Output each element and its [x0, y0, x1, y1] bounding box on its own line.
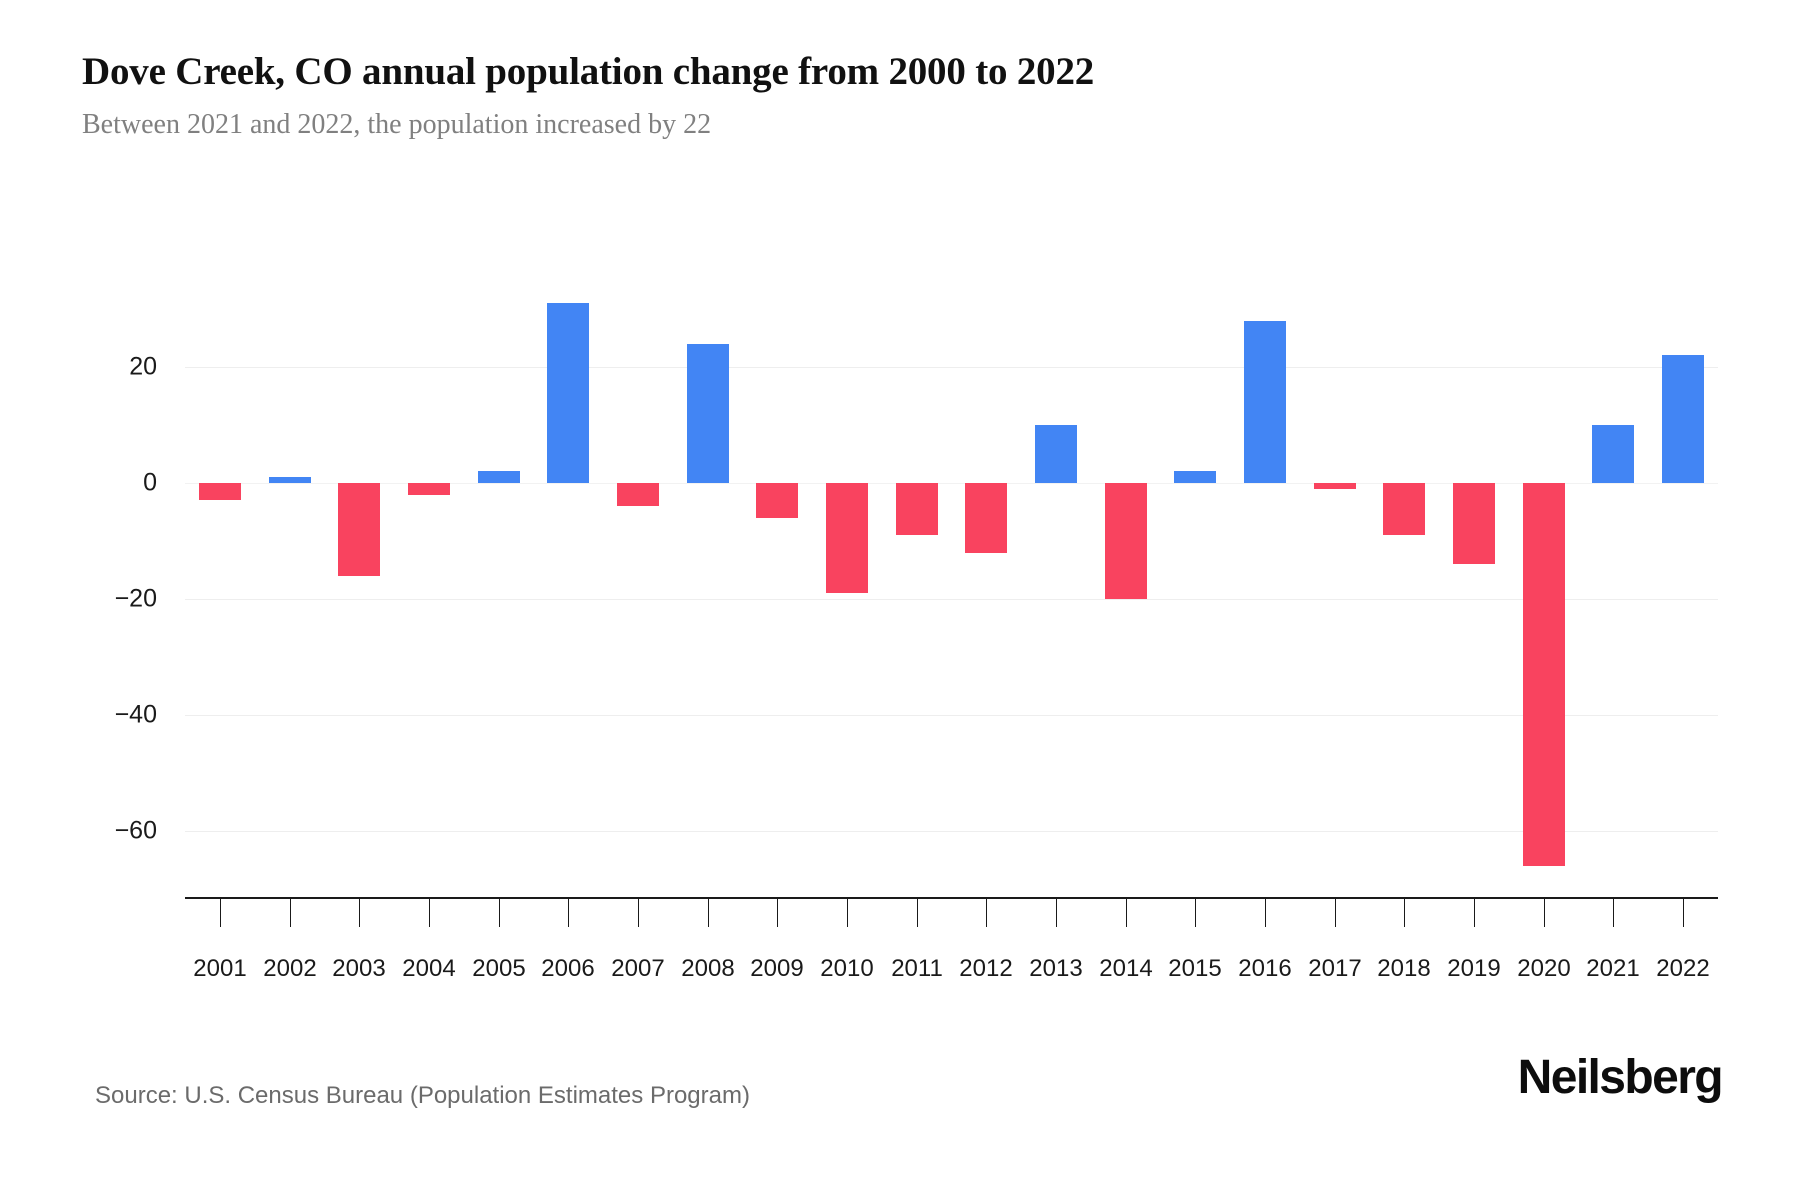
x-axis-tickmark — [1404, 899, 1405, 927]
bar-2016[interactable] — [1244, 321, 1286, 483]
x-axis-tick-label: 2006 — [541, 955, 595, 982]
bar-2002[interactable] — [269, 477, 311, 483]
bar-2022[interactable] — [1662, 355, 1704, 483]
x-axis-line — [185, 897, 1718, 899]
x-axis-tickmark — [777, 899, 778, 927]
y-axis-tick-label: −60 — [114, 816, 157, 845]
brand-logo: Neilsberg — [1517, 1051, 1724, 1104]
x-axis-tickmark — [1474, 899, 1475, 927]
x-axis-tick-label: 2011 — [891, 955, 943, 982]
x-axis-tickmark — [917, 899, 918, 927]
x-axis-tick-label: 2014 — [1099, 955, 1153, 982]
x-axis-tickmark — [708, 899, 709, 927]
x-axis-tick-label: 2003 — [332, 955, 386, 982]
x-axis-tick-label: 2001 — [193, 955, 247, 982]
bar-2006[interactable] — [547, 303, 589, 483]
bar-2011[interactable] — [896, 483, 938, 535]
bar-2020[interactable] — [1523, 483, 1565, 866]
bar-2001[interactable] — [199, 483, 241, 500]
x-axis-tickmark — [1265, 899, 1266, 927]
bar-2005[interactable] — [478, 471, 520, 483]
x-axis-tickmark — [1613, 899, 1614, 927]
x-axis-tickmark — [568, 899, 569, 927]
x-axis-tickmark — [1683, 899, 1684, 927]
x-axis-tick-label: 2016 — [1238, 955, 1292, 982]
x-axis-tick-label: 2022 — [1656, 955, 1710, 982]
x-axis-tick-label: 2017 — [1308, 955, 1362, 982]
x-axis-tick-label: 2007 — [611, 955, 665, 982]
bar-2013[interactable] — [1035, 425, 1077, 483]
x-axis-tickmark — [290, 899, 291, 927]
x-axis-tickmark — [638, 899, 639, 927]
y-axis-tick-label: −20 — [114, 584, 157, 613]
x-axis-tickmark — [359, 899, 360, 927]
x-axis-tick-label: 2013 — [1029, 955, 1083, 982]
page-title: Dove Creek, CO annual population change … — [82, 50, 1095, 93]
x-axis-tick-label: 2021 — [1586, 955, 1640, 982]
x-axis-tickmark — [499, 899, 500, 927]
x-axis-tick-label: 2004 — [402, 955, 456, 982]
x-axis-tick-label: 2015 — [1168, 955, 1222, 982]
bar-2021[interactable] — [1592, 425, 1634, 483]
bar-2004[interactable] — [408, 483, 450, 495]
x-axis-tick-label: 2012 — [959, 955, 1013, 982]
x-axis-tick-label: 2019 — [1447, 955, 1501, 982]
bar-2009[interactable] — [756, 483, 798, 518]
bar-2018[interactable] — [1383, 483, 1425, 535]
x-axis-tick-label: 2008 — [681, 955, 735, 982]
x-axis-tick-label: 2009 — [750, 955, 804, 982]
x-axis-tickmark — [1056, 899, 1057, 927]
bar-2014[interactable] — [1105, 483, 1147, 599]
source-note: Source: U.S. Census Bureau (Population E… — [95, 1082, 750, 1109]
x-axis-tickmark — [847, 899, 848, 927]
x-axis-tickmark — [429, 899, 430, 927]
gridline--60 — [185, 831, 1718, 832]
gridline--20 — [185, 599, 1718, 600]
bar-2010[interactable] — [826, 483, 868, 593]
x-axis-tickmark — [1335, 899, 1336, 927]
x-axis-tickmark — [986, 899, 987, 927]
gridline-20 — [185, 367, 1718, 368]
y-axis-tick-label: 0 — [143, 468, 157, 497]
bar-2007[interactable] — [617, 483, 659, 506]
x-axis-tickmark — [1126, 899, 1127, 927]
bar-2015[interactable] — [1174, 471, 1216, 483]
chart-header: Dove Creek, CO annual population change … — [82, 48, 1722, 144]
x-axis-tick-label: 2005 — [472, 955, 526, 982]
bar-2019[interactable] — [1453, 483, 1495, 564]
x-axis-tickmark — [1195, 899, 1196, 927]
x-axis-tick-label: 2002 — [263, 955, 317, 982]
bar-2003[interactable] — [338, 483, 380, 576]
gridline--40 — [185, 715, 1718, 716]
x-axis-tickmark — [220, 899, 221, 927]
y-axis-tick-label: −40 — [114, 700, 157, 729]
x-axis-tick-label: 2010 — [820, 955, 874, 982]
x-axis-tickmark — [1544, 899, 1545, 927]
gridline-0 — [185, 483, 1718, 484]
x-axis-tick-label: 2018 — [1377, 955, 1431, 982]
bar-2008[interactable] — [687, 344, 729, 483]
bar-2017[interactable] — [1314, 483, 1356, 489]
y-axis-tick-label: 20 — [129, 352, 157, 381]
x-axis-tick-label: 2020 — [1517, 955, 1571, 982]
chart-subtitle: Between 2021 and 2022, the population in… — [82, 109, 712, 140]
bar-2012[interactable] — [965, 483, 1007, 553]
